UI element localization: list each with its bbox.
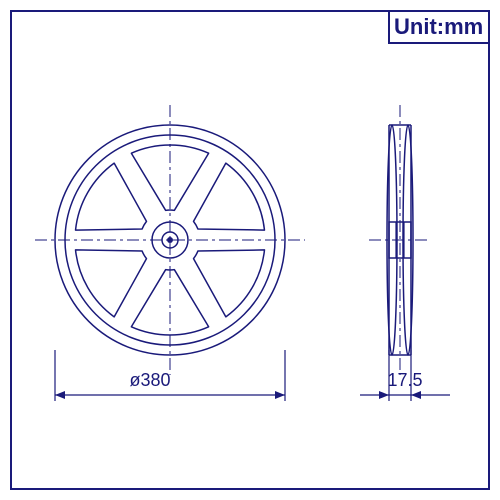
width-label: 17.5 <box>375 370 435 391</box>
diameter-label: ø380 <box>110 370 190 391</box>
drawing-svg <box>0 0 500 500</box>
diagram-container: Unit:mm ø380 17.5 <box>0 0 500 500</box>
